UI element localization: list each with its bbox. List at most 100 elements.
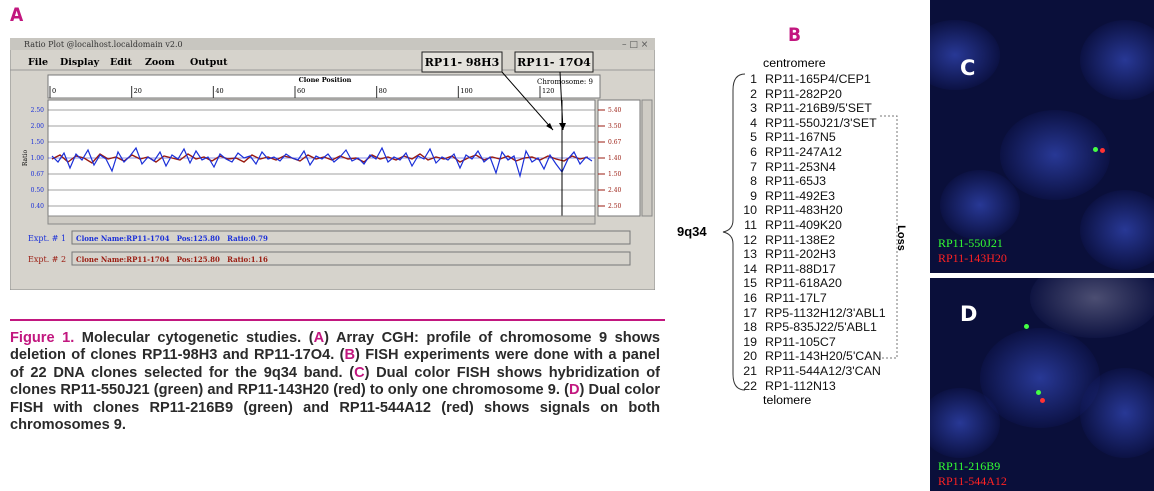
window-controls[interactable]: – □ × (622, 40, 648, 50)
caption-rule (10, 319, 665, 321)
clone-number: 6 (750, 145, 757, 159)
clone-row: 10 RP11-483H20 (743, 203, 903, 218)
menu-item[interactable]: Edit (110, 57, 132, 68)
green-signal (1036, 390, 1041, 395)
clone-name: RP11-282P20 (765, 86, 842, 101)
y-left-label: 2.00 (31, 123, 45, 130)
y-right-label: 3.50 (608, 123, 622, 130)
clone-row: 1 RP11-165P4/CEP1 (743, 72, 903, 87)
arrowhead (546, 123, 553, 130)
nucleus (1000, 110, 1110, 200)
clone-number: 16 (743, 291, 757, 305)
caption-segment: ) Dual color FISH with clones RP11-216B9… (10, 382, 661, 434)
menu-item[interactable]: File (28, 57, 48, 68)
caption-segment: ) Array CGH: profile of chromosome 9 sho… (10, 330, 660, 364)
clone-row: 21 RP11-544A12/3'CAN (743, 364, 903, 379)
nucleus (930, 20, 1000, 90)
clone-name: RP11-202H3 (765, 247, 836, 262)
clone-name: RP11-143H20/5'CAN (765, 349, 882, 364)
clone-number: 4 (750, 115, 757, 130)
y-left-label: 2.50 (31, 107, 45, 114)
clone-row: 13 RP11-202H3 (743, 247, 903, 262)
nucleus (1080, 368, 1154, 458)
clone-number: 19 (743, 334, 757, 349)
menu-item[interactable]: Zoom (145, 57, 175, 68)
clone-number: 20 (743, 349, 757, 364)
scrollbar[interactable] (641, 99, 653, 217)
title-bar (10, 38, 655, 50)
clone-name: RP11-105C7 (765, 334, 836, 349)
expt-info: Clone Name:RP11-1704 Pos:125.80 Ratio:1.… (76, 255, 268, 264)
clone-row: 12 RP11-138E2 (743, 233, 903, 248)
caption-segment: A (313, 330, 325, 346)
ruler-title: Clone Position (299, 76, 352, 84)
clone-name: RP5-1132H12/3'ABL1 (765, 305, 886, 320)
y-left-label: 0.40 (31, 203, 45, 210)
nucleus (1080, 190, 1154, 270)
h-scrollbar[interactable] (47, 215, 596, 225)
brace (722, 73, 746, 391)
panel-label: D (960, 302, 978, 326)
y-right-label: 2.50 (608, 203, 622, 210)
ruler-tick-label: 100 (460, 87, 472, 95)
clone-number: 18 (743, 320, 757, 335)
clone-number: 7 (750, 159, 757, 174)
panel-label: A (10, 4, 24, 26)
clone-row: 5 RP11-167N5 (743, 130, 903, 145)
clone-row: 3 RP11-216B9/5'SET (743, 101, 903, 116)
clone-number: 14 (743, 261, 757, 276)
y-left-label: 1.00 (31, 155, 45, 162)
y-right-label: 0.67 (608, 139, 622, 146)
clone-row: 14 RP11-88D17 (743, 262, 903, 277)
clone-list: 1 RP11-165P4/CEP1 2 RP11-282P20 3 RP11-216B9/… (743, 72, 913, 394)
y-right-label: 2.40 (608, 187, 622, 194)
clone-row: 11 RP11-409K20 (743, 218, 903, 233)
y-right-label: 1.50 (608, 171, 622, 178)
clone-name: RP11-550J21/3'SET (765, 115, 877, 130)
brackets (722, 73, 898, 391)
clone-number: 13 (743, 247, 757, 262)
y-right-label: 1.40 (608, 155, 622, 162)
clone-number: 9 (750, 188, 757, 203)
clone-row: 22 RP1-112N13 (743, 379, 903, 394)
ruler-tick-label: 80 (379, 87, 387, 95)
clone-number: 1 (750, 72, 757, 86)
ratio-plot-window: Ratio Plot @localhost.localdomain v2.0 –… (10, 38, 655, 290)
probe-red: RP11-544A12 (938, 474, 1007, 488)
loss-label: Loss (894, 225, 907, 251)
expt-label: Expt. # 2 (28, 255, 66, 264)
clone-name: RP1-112N13 (765, 378, 836, 393)
clone-row: 18 RP5-835J22/5'ABL1 (743, 320, 903, 335)
green-signal (1093, 147, 1098, 152)
clone-name: RP11-409K20 (765, 218, 842, 232)
y-right-label: 5.40 (608, 107, 622, 114)
clone-row: 17 RP5-1132H12/3'ABL1 (743, 306, 903, 321)
telomere-label: telomere (763, 393, 812, 407)
clone-row: 9 RP11-492E3 (743, 189, 903, 204)
clone-name: RP5-835J22/5'ABL1 (765, 320, 877, 335)
clone-box (421, 51, 503, 73)
clone-name: RP11-167N5 (765, 130, 836, 145)
clone-name: RP11-216B9/5'SET (765, 101, 872, 116)
caption-segment: D (569, 382, 580, 399)
menu-item[interactable]: Output (190, 57, 228, 68)
clone-number: 11 (744, 218, 757, 232)
clone-row: 6 RP11-247A12 (743, 145, 903, 160)
window-title: Ratio Plot @localhost.localdomain v2.0 (24, 40, 183, 49)
y-axis-title: Ratio (22, 150, 29, 167)
clone-row: 16 RP11-17L7 (743, 291, 903, 306)
fish-image-d: D RP11-216B9 RP11-544A12 (930, 278, 1154, 491)
probe-red: RP11-143H20 (938, 251, 1007, 265)
clone-number: 5 (750, 130, 757, 145)
clone-name: RP11-492E3 (765, 188, 836, 203)
ruler-tick-label: 20 (134, 87, 142, 95)
clone-number: 17 (743, 305, 757, 320)
clone-name: RP11-247A12 (765, 145, 842, 159)
menu-item[interactable]: Display (60, 57, 100, 68)
clone-row: 19 RP11-105C7 (743, 335, 903, 350)
clone-row: 7 RP11-253N4 (743, 160, 903, 175)
clone-name: RP11-65J3 (765, 174, 827, 189)
clone-box-label: RP11- 17O4 (517, 56, 591, 69)
red-signal (1100, 148, 1105, 153)
